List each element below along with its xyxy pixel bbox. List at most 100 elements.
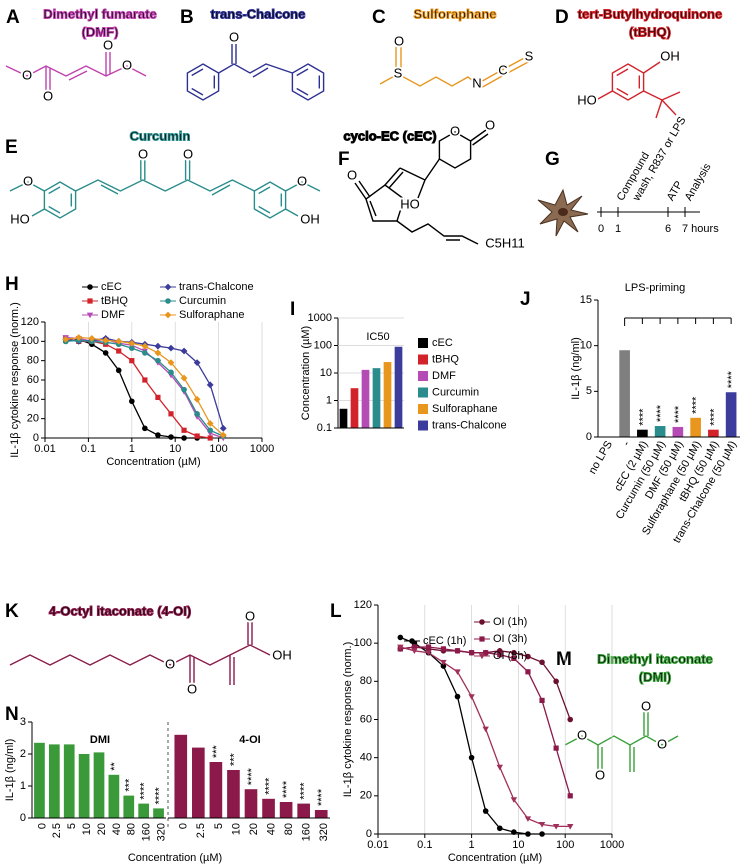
atom: O	[165, 656, 175, 671]
y-tick-label: 0.1	[317, 422, 332, 434]
data-point	[194, 411, 200, 417]
data-point	[483, 650, 489, 656]
data-point	[468, 754, 475, 761]
x-tick-label: 5	[66, 823, 78, 829]
data-point	[411, 648, 418, 654]
data-point	[194, 433, 200, 439]
x-tick-label: 0	[178, 823, 190, 829]
bonds	[5, 52, 147, 92]
atom: O	[23, 173, 33, 188]
data-point	[207, 427, 213, 434]
atom: O	[138, 146, 148, 161]
significance-label: ****	[281, 780, 293, 798]
significance-label: ****	[316, 788, 328, 806]
y-tick-label: 80	[27, 355, 39, 367]
legend-label: tBHQ	[101, 295, 128, 307]
x-tick-label: 0.01	[34, 443, 55, 455]
molecule-dmf: Dimethyl fumarate (DMF) O O O O	[5, 6, 157, 105]
molecule-cec: cyclo-EC (cEC) O O O HO C5H11	[343, 115, 527, 252]
molecule-title: trans-Chalcone	[211, 6, 306, 21]
atom: O	[122, 57, 132, 72]
data-point	[102, 350, 109, 356]
molecule-title: Curcumin	[130, 128, 191, 143]
bar	[174, 734, 188, 818]
data-point	[141, 342, 149, 350]
atom: O	[245, 608, 255, 623]
significance-label: ****	[691, 396, 703, 414]
data-point	[553, 745, 559, 751]
legend-label: tBHQ	[432, 353, 459, 365]
y-tick-label: 120	[354, 599, 372, 611]
legend-swatch	[418, 354, 428, 365]
panel-label: C	[372, 7, 386, 28]
y-tick-label: 120	[21, 316, 39, 328]
data-point	[154, 349, 162, 357]
chart-title: DMI	[90, 734, 110, 746]
bar	[192, 747, 205, 818]
data-point	[168, 369, 174, 376]
bar	[209, 762, 223, 818]
data-point	[75, 334, 83, 341]
legend-label: cEC	[101, 281, 122, 293]
legend-marker	[164, 283, 172, 291]
panel-label: J	[520, 289, 531, 310]
significance-label: ****	[246, 767, 258, 785]
legend-label: OI (3h)	[493, 633, 527, 645]
panel-label: H	[5, 274, 19, 295]
data-point	[88, 335, 96, 342]
x-tick-label: -	[621, 439, 633, 448]
data-point	[129, 345, 135, 351]
bar	[138, 803, 150, 818]
x-tick-label: 10	[512, 839, 524, 851]
atom: HO	[10, 211, 30, 226]
bar	[297, 803, 310, 818]
data-point	[552, 823, 560, 830]
y-tick-label: 0	[366, 828, 372, 840]
y-tick-label: 10	[580, 340, 592, 352]
legend-swatch	[418, 371, 428, 381]
legend-marker	[479, 636, 485, 642]
data-point	[468, 694, 475, 700]
data-point	[115, 367, 122, 374]
data-point	[511, 655, 517, 662]
timeline-time: 0	[598, 223, 604, 235]
data-point	[155, 357, 161, 364]
bar	[227, 770, 240, 818]
y-axis-label: IL-1β cytokine response (norm.)	[342, 642, 354, 798]
atom: O	[103, 37, 113, 52]
data-point	[497, 652, 503, 658]
x-tick-label: 10	[81, 823, 93, 835]
bar	[123, 795, 135, 818]
molecule-dmi: Dimethyl itaconate (DMI) O O O O	[564, 651, 713, 784]
data-point	[181, 435, 187, 441]
molecule-title: Dimethyl itaconate	[597, 651, 713, 666]
data-point	[129, 358, 135, 364]
molecule-title: (tBHQ)	[629, 24, 671, 39]
atom: O	[450, 123, 460, 138]
atom: OH	[300, 211, 320, 226]
atom: S	[394, 65, 403, 80]
legend-swatch	[418, 338, 428, 348]
molecule-title: 4-Octyl itaconate (4-OI)	[49, 603, 191, 618]
data-point	[167, 359, 175, 366]
atom: O	[229, 29, 239, 44]
data-point	[567, 793, 573, 799]
bar	[108, 774, 120, 818]
x-axis-label: Concentration (µM)	[448, 852, 542, 864]
data-point	[206, 420, 214, 427]
x-tick-label: 0.01	[367, 839, 388, 851]
significance-label: ****	[655, 404, 667, 422]
data-point	[62, 336, 70, 343]
legend-label: OI (8h)	[493, 650, 527, 662]
x-tick-label: 20	[248, 823, 260, 835]
y-axis-label: IL-1β cytokine response (norm.)	[9, 302, 21, 458]
x-tick-label: 160	[141, 823, 153, 841]
data-point	[496, 825, 503, 832]
panel-label: N	[5, 704, 19, 725]
bar	[383, 362, 392, 428]
significance-label: ****	[299, 782, 311, 800]
x-tick-label: 1	[129, 443, 135, 455]
data-point	[440, 659, 447, 666]
bonds	[379, 46, 531, 90]
